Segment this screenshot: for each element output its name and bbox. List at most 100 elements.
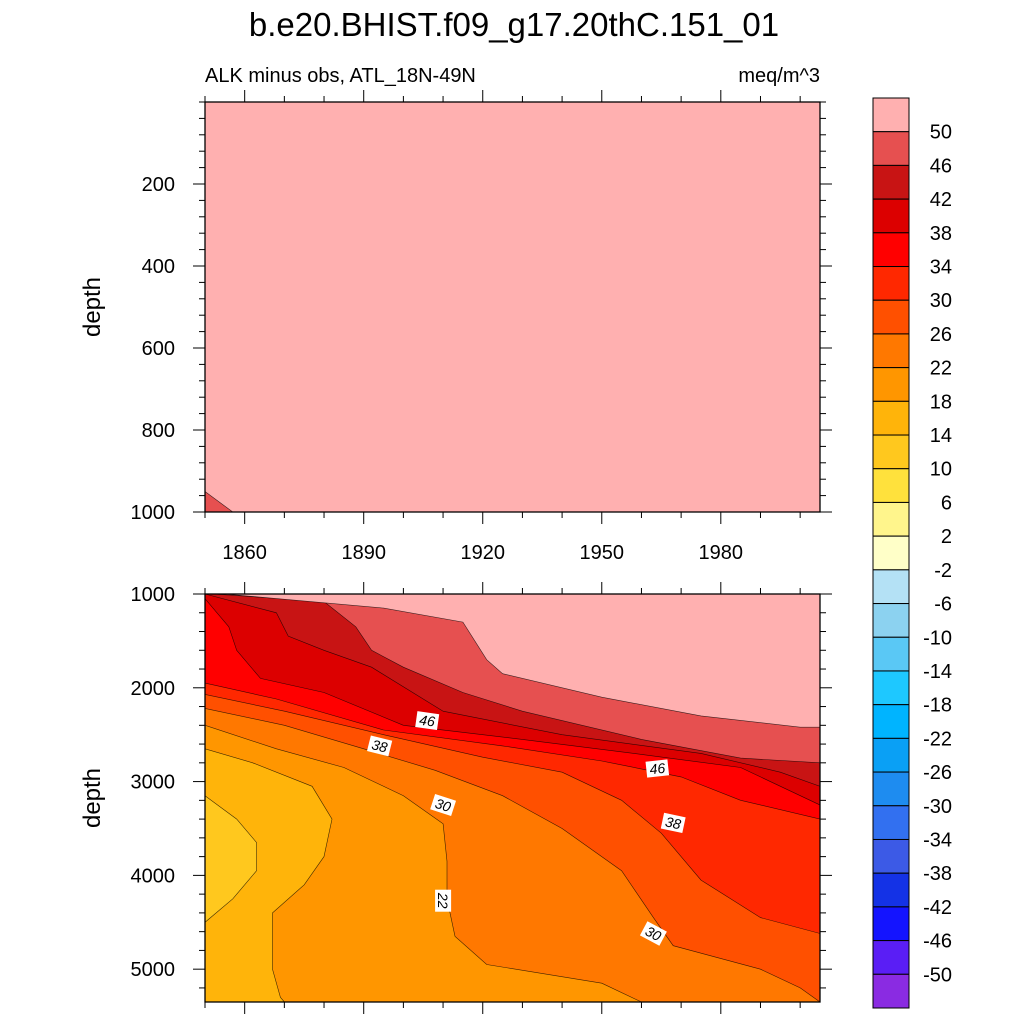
lower-y-axis-label: depth [79, 768, 106, 828]
upper-y-tick-label: 800 [142, 420, 175, 442]
colorbar-swatch [872, 636, 910, 672]
colorbar-label: -46 [923, 931, 952, 953]
colorbar-label: -30 [923, 796, 952, 818]
svg-text:30: 30 [643, 923, 664, 945]
colorbar-swatch [872, 232, 910, 268]
svg-text:38: 38 [664, 813, 683, 832]
colorbar-swatch [872, 266, 910, 301]
lower-y-tick-label: 3000 [131, 772, 176, 794]
colorbar-swatch [872, 569, 910, 605]
lower-contour-label: 46 [415, 711, 440, 731]
colorbar-label: 50 [930, 122, 952, 144]
colorbar-swatch [872, 468, 910, 503]
colorbar-label: 42 [930, 189, 952, 211]
colorbar-swatch [872, 198, 910, 234]
upper-x-tick-label: 1950 [580, 542, 625, 564]
colorbar-label: 6 [941, 492, 952, 514]
colorbar-swatch [872, 501, 910, 537]
colorbar-label: -6 [934, 594, 952, 616]
colorbar-label: -18 [923, 695, 952, 717]
colorbar: 50 46 42 38 34 30 26 22 18 14 10 6 2 -2 -6 -10 -14 -18 -22… [872, 97, 952, 1009]
upper-y-axis-label: depth [79, 277, 106, 337]
lower-contour-label: 46 [645, 759, 670, 778]
colorbar-label: -26 [923, 762, 952, 784]
colorbar-swatch [872, 333, 910, 369]
colorbar-label: 18 [930, 391, 952, 413]
lower-contour-label: 38 [660, 812, 686, 834]
lower-contour-label: 22 [435, 889, 452, 912]
colorbar-swatch [872, 704, 910, 739]
upper-x-tick-label: 1920 [460, 542, 505, 564]
colorbar-label: -22 [923, 728, 952, 750]
colorbar-swatch [872, 940, 910, 975]
lower-contour-label: 30 [639, 921, 667, 946]
colorbar-swatch [872, 670, 910, 706]
colorbar-label: 38 [930, 223, 952, 245]
lower-y-tick-label: 5000 [131, 959, 176, 981]
colorbar-label: 30 [930, 290, 952, 312]
upper-y-tick-label: 400 [142, 256, 175, 278]
colorbar-swatch [872, 603, 910, 638]
colorbar-swatch [872, 434, 910, 470]
lower-contour-label: 30 [430, 793, 457, 817]
colorbar-swatch [872, 164, 910, 200]
colorbar-swatch [872, 906, 910, 942]
colorbar-swatch [872, 400, 910, 436]
colorbar-label: -10 [923, 627, 952, 649]
colorbar-swatch [872, 973, 910, 1009]
colorbar-swatch [872, 535, 910, 571]
colorbar-label: 14 [930, 425, 952, 447]
colorbar-swatch [872, 131, 910, 166]
colorbar-label: -34 [923, 830, 952, 852]
upper-ticks [193, 90, 832, 524]
colorbar-label: 2 [941, 526, 952, 548]
lower-y-tick-label: 2000 [131, 678, 176, 700]
lower-ticks [193, 582, 832, 1014]
upper-x-tick-label: 1890 [341, 542, 386, 564]
lower-contour-fills [205, 594, 820, 1002]
upper-y-tick-label: 1000 [131, 502, 176, 524]
upper-panel: 200 400 600 800 1000 1860 1890 1920 1950 1980 dept… [79, 90, 832, 564]
lower-region->50 [224, 594, 820, 728]
upper-contour-fills [205, 102, 820, 512]
colorbar-label: -38 [923, 863, 952, 885]
colorbar-label: -42 [923, 897, 952, 919]
svg-text:46: 46 [418, 712, 436, 730]
upper-y-tick-label: 200 [142, 174, 175, 196]
lower-panel: 1000 2000 3000 4000 5000 depth 46 38 30 22 46 38 30 [79, 582, 832, 1014]
colorbar-label: 26 [930, 324, 952, 346]
upper-region-46-50 [205, 491, 234, 512]
plot-subtitle-left: ALK minus obs, ATL_18N-49N [205, 65, 476, 87]
colorbar-label: -50 [923, 964, 952, 986]
lower-region-10-14 [205, 795, 257, 923]
svg-text:38: 38 [370, 736, 389, 755]
colorbar-swatch [872, 805, 910, 840]
colorbar-label: -14 [923, 661, 952, 683]
colorbar-swatch [872, 838, 910, 874]
upper-frame [204, 101, 821, 513]
colorbar-swatch [872, 872, 910, 908]
colorbar-label: 34 [930, 257, 952, 279]
plot-subtitle-right: meq/m^3 [738, 65, 820, 87]
colorbar-swatch [872, 737, 910, 773]
upper-y-tick-label: 600 [142, 338, 175, 360]
upper-x-tick-label: 1980 [699, 542, 744, 564]
svg-text:46: 46 [649, 760, 666, 778]
lower-y-tick-label: 4000 [131, 865, 176, 887]
lower-frame [204, 593, 821, 1003]
colorbar-swatch [872, 299, 910, 335]
colorbar-label: 22 [930, 358, 952, 380]
colorbar-label: -2 [934, 560, 952, 582]
svg-text:30: 30 [433, 795, 453, 815]
svg-text:22: 22 [435, 892, 451, 909]
colorbar-label: 10 [930, 459, 952, 481]
colorbar-swatch [872, 367, 910, 402]
upper-x-tick-label: 1860 [222, 542, 267, 564]
upper-region->50 [205, 102, 820, 512]
lower-y-tick-label: 1000 [131, 584, 176, 606]
figure-title: b.e20.BHIST.f09_g17.20thC.151_01 [249, 6, 779, 43]
colorbar-swatch [872, 771, 910, 807]
lower-contour-label: 38 [366, 735, 393, 757]
colorbar-swatch [872, 97, 910, 133]
